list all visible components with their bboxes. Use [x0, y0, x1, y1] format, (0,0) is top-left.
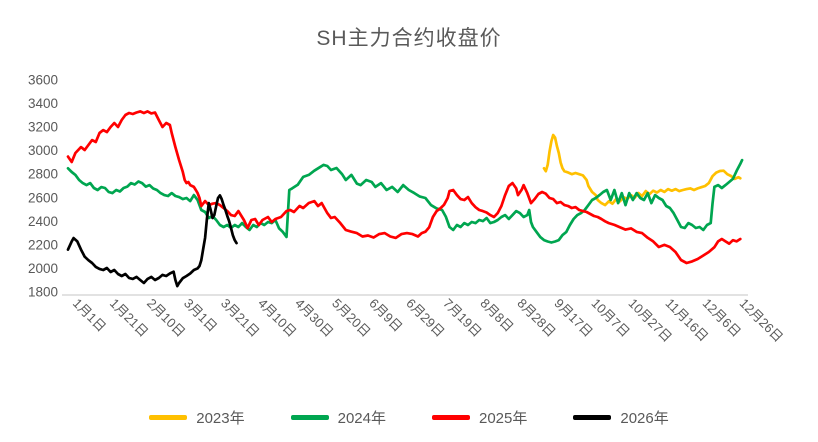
x-tick-label: 1月21日: [107, 296, 151, 340]
series-line-2023年: [542, 133, 742, 207]
x-tick-label: 6月29日: [403, 296, 447, 340]
y-tick-label: 3400: [28, 96, 58, 111]
x-tick-label: 4月10日: [255, 296, 299, 340]
x-tick-label: 12月26日: [737, 296, 786, 345]
y-tick-label: 2400: [28, 214, 58, 229]
y-tick-label: 1800: [28, 285, 58, 300]
legend-label: 2025年: [479, 410, 528, 427]
y-tick-label: 2800: [28, 167, 58, 182]
y-tick-label: 3000: [28, 143, 58, 158]
legend-label: 2026年: [620, 410, 669, 427]
x-tick-label: 1月1日: [70, 296, 109, 335]
legend-swatch-icon: [573, 415, 612, 420]
legend-swatch-icon: [149, 415, 188, 420]
legend-swatch-icon: [432, 415, 470, 420]
x-tick-label: 9月17日: [551, 296, 595, 340]
series-line-2026年: [66, 194, 238, 288]
y-tick-label: 2600: [28, 190, 58, 205]
series-line-2024年: [66, 158, 744, 244]
x-tick-label: 10月7日: [588, 296, 632, 340]
x-tick-label: 7月19日: [440, 296, 484, 340]
legend-swatch-icon: [290, 415, 329, 420]
y-tick-label: 2000: [28, 261, 58, 276]
legend-item-2023年: 2023年: [149, 407, 245, 428]
x-tick-label: 8月28日: [514, 296, 558, 340]
legend: 2023年 2024年 2025年 2026年: [0, 407, 818, 428]
legend-item-2025年: 2025年: [432, 407, 527, 428]
series-line-2025年: [66, 110, 742, 265]
legend-label: 2023年: [196, 410, 245, 427]
legend-item-2024年: 2024年: [290, 407, 386, 428]
legend-item-2026年: 2026年: [573, 407, 669, 428]
x-tick-label: 5月20日: [329, 296, 373, 340]
chart-title: SH主力合约收盘价: [316, 27, 502, 50]
y-tick-label: 3200: [28, 120, 58, 135]
legend-label: 2024年: [337, 410, 386, 427]
y-tick-label: 2200: [28, 237, 58, 252]
y-tick-label: 3600: [28, 73, 58, 88]
x-tick-label: 4月30日: [292, 296, 336, 340]
x-tick-label: 2月10日: [144, 296, 188, 340]
x-tick-label: 3月21日: [218, 296, 262, 340]
